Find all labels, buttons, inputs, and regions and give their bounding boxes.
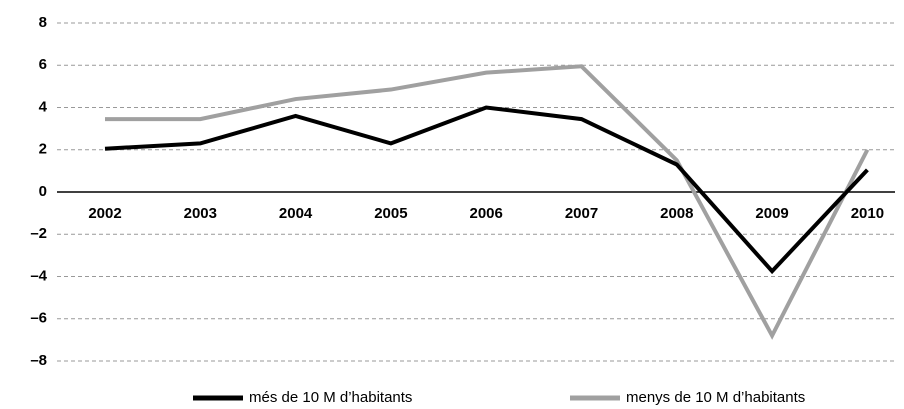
x-tick-label: 2005 [374, 205, 407, 222]
legend-label: més de 10 M d’habitants [249, 389, 412, 406]
y-tick-label: 8 [39, 14, 47, 31]
series-line [105, 64, 870, 340]
y-tick-label: 2 [39, 141, 47, 158]
legend-label: menys de 10 M d’habitants [626, 389, 805, 406]
x-tick-label: 2007 [565, 205, 598, 222]
y-tick-label: –8 [30, 352, 47, 369]
x-tick-label: 2008 [660, 205, 693, 222]
y-tick-label: 6 [39, 56, 47, 73]
x-tick-label: 2003 [184, 205, 217, 222]
x-tick-label: 2006 [470, 205, 503, 222]
x-tick-label: 2004 [279, 205, 313, 222]
x-tick-label: 2010 [851, 205, 884, 222]
y-tick-label: –6 [30, 310, 47, 327]
y-tick-label: 0 [39, 183, 47, 200]
x-tick-label: 2002 [88, 205, 121, 222]
y-tick-label: –2 [30, 225, 47, 242]
y-tick-label: –4 [30, 267, 47, 284]
x-tick-label: 2009 [755, 205, 788, 222]
series-line [104, 105, 869, 275]
y-tick-label: 4 [39, 98, 48, 115]
